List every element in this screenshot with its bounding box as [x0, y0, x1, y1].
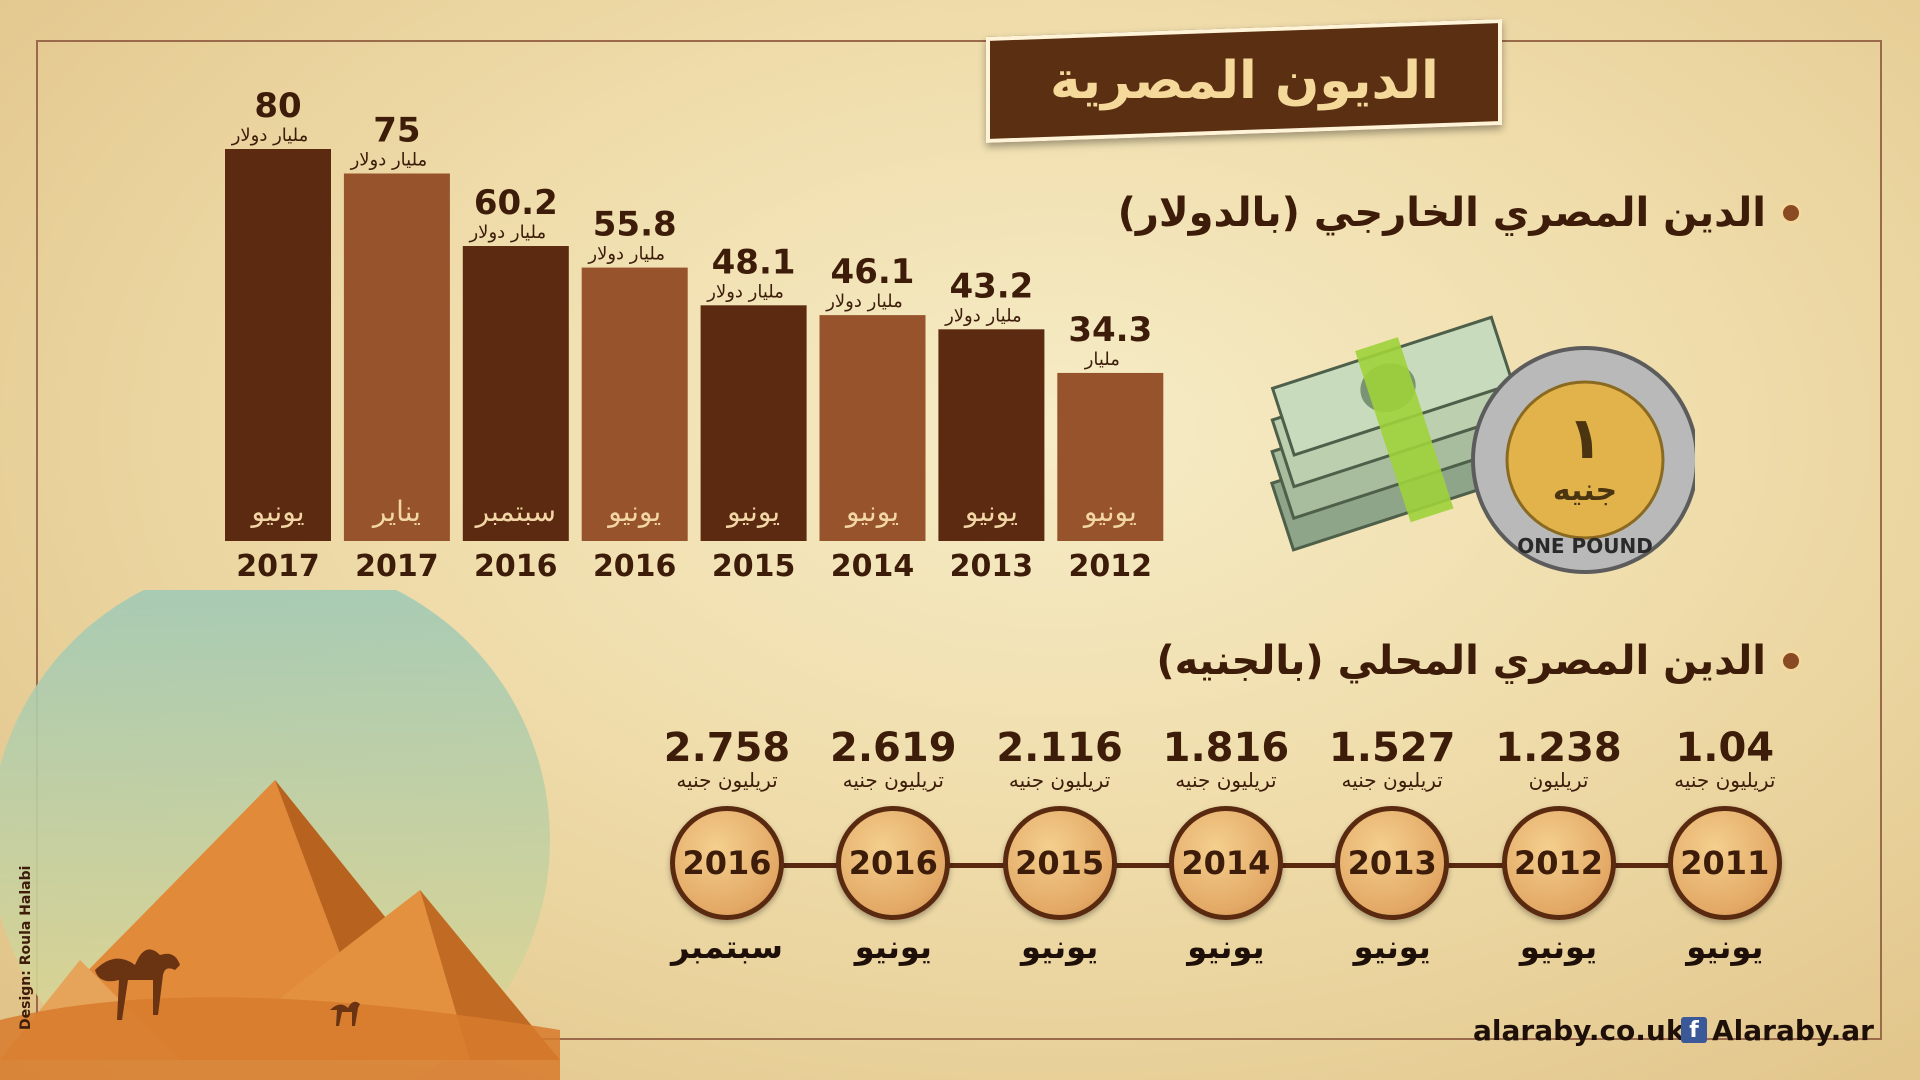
- footer-website[interactable]: alaraby.co.uk: [1473, 1014, 1685, 1047]
- timeline-year: 2016: [682, 844, 772, 882]
- bar-month-label: يونيو: [250, 495, 305, 528]
- timeline-unit: تريليون جنيه: [1341, 768, 1443, 792]
- timeline-unit: تريليون جنيه: [1008, 768, 1111, 792]
- timeline-unit: تريليون: [1528, 768, 1589, 792]
- bar-2: [462, 246, 569, 541]
- timeline-value: 1.527: [1328, 725, 1456, 771]
- bar-year-label: 2016: [474, 549, 558, 584]
- bar-month-label: يونيو: [1082, 495, 1137, 528]
- timeline-year-circle: 2012: [1501, 806, 1616, 920]
- timeline-month: سبتمبر: [670, 928, 783, 966]
- timeline-value: 1.816: [1162, 725, 1290, 771]
- bar-7: [1057, 372, 1164, 541]
- bullet-icon: [1780, 650, 1802, 672]
- timeline-item: 1.04 تريليون جنيه 2011 يونيو: [1635, 728, 1815, 966]
- bar-month-label: يونيو: [844, 495, 899, 528]
- local-debt-heading: الدين المصري المحلي (بالجنيه): [1156, 638, 1802, 684]
- timeline-year-circle: 2014: [1168, 806, 1283, 920]
- bar-unit-label: مليار دولار: [468, 222, 546, 243]
- bar-unit-label: مليار: [1084, 349, 1120, 370]
- bar-year-label: 2012: [1069, 549, 1153, 584]
- timeline-year-circle: 2015: [1002, 806, 1117, 920]
- bar-value-label: 43.2: [949, 266, 1033, 306]
- bar-0: [225, 149, 331, 541]
- bar-year-label: 2017: [236, 549, 320, 584]
- bullet-icon: [1780, 202, 1802, 224]
- timeline-unit: تريليون جنيه: [842, 768, 944, 792]
- timeline-month: يونيو: [1519, 928, 1598, 966]
- timeline-value: 1.238: [1495, 725, 1622, 771]
- bar-year-label: 2013: [950, 549, 1034, 584]
- bar-unit-label: مليار دولار: [231, 125, 309, 146]
- timeline-item: 2.619 تريليون جنيه 2016 يونيو: [803, 728, 983, 966]
- bar-1: [343, 173, 450, 541]
- timeline-year: 2014: [1181, 844, 1271, 882]
- external-debt-heading-text: الدين المصري الخارجي (بالدولار): [1117, 190, 1766, 236]
- timeline-value: 2.619: [830, 725, 957, 771]
- bar-year-label: 2014: [831, 549, 915, 584]
- timeline-item: 2.758 تريليون جنيه 2016 سبتمبر: [637, 728, 817, 966]
- local-debt-heading-text: الدين المصري المحلي (بالجنيه): [1156, 638, 1766, 684]
- timeline-year: 2013: [1347, 844, 1437, 882]
- bar-4: [700, 305, 807, 541]
- timeline-year-circle: 2016: [670, 806, 784, 920]
- coin-text: ONE POUND: [1517, 534, 1653, 558]
- money-coin-illustration: ١ جنيه ONE POUND: [1269, 315, 1695, 574]
- timeline-unit: تريليون جنيه: [1674, 768, 1776, 792]
- bar-value-label: 80: [254, 86, 301, 126]
- bar-month-label: يونيو: [725, 495, 780, 528]
- bar-value-label: 60.2: [474, 183, 558, 223]
- bar-year-label: 2016: [593, 549, 677, 584]
- footer-facebook[interactable]: Alaraby.ar: [1712, 1014, 1874, 1047]
- bar-value-label: 46.1: [831, 252, 915, 292]
- facebook-icon[interactable]: f: [1681, 1017, 1707, 1043]
- timeline-year: 2012: [1513, 844, 1604, 882]
- bar-month-label: يناير: [371, 495, 421, 528]
- timeline-item: 1.816 تريليون جنيه 2014 يونيو: [1136, 728, 1316, 966]
- timeline-year: 2016: [848, 844, 938, 882]
- timeline-month: يونيو: [1353, 928, 1431, 966]
- bar-year-label: 2015: [712, 549, 796, 584]
- timeline-unit: تريليون جنيه: [676, 768, 778, 792]
- timeline-year: 2015: [1015, 844, 1105, 882]
- timeline-item: 1.238 تريليون 2012 يونيو: [1469, 728, 1649, 966]
- bar-unit-label: مليار دولار: [350, 150, 428, 171]
- bar-value-label: 75: [373, 111, 420, 151]
- timeline-unit: تريليون جنيه: [1175, 768, 1277, 792]
- timeline-month: يونيو: [1686, 928, 1764, 966]
- timeline-year-circle: 2011: [1667, 806, 1782, 920]
- bar-unit-label: مليار دولار: [944, 305, 1022, 326]
- timeline-item: 2.116 تريليون جنيه 2015 يونيو: [970, 728, 1150, 966]
- pyramids-illustration: [0, 590, 560, 1080]
- timeline-year-circle: 2016: [836, 806, 951, 920]
- timeline-item: 1.527 تريليون جنيه 2013 يونيو: [1302, 728, 1482, 966]
- timeline-value: 2.116: [996, 725, 1123, 771]
- bar-value-label: 34.3: [1068, 310, 1152, 350]
- bar-month-label: يونيو: [606, 495, 661, 528]
- bar-unit-label: مليار دولار: [825, 291, 903, 312]
- bar-unit-label: مليار دولار: [587, 244, 665, 265]
- bar-5: [819, 315, 926, 541]
- bar-month-label: سبتمبر: [474, 495, 556, 528]
- timeline-value: 1.04: [1675, 725, 1775, 771]
- timeline-month: يونيو: [854, 928, 932, 966]
- bar-value-label: 48.1: [712, 242, 796, 282]
- timeline-year: 2011: [1680, 844, 1770, 882]
- bar-3: [581, 267, 688, 541]
- timeline-month: يونيو: [1187, 928, 1265, 966]
- external-debt-heading: الدين المصري الخارجي (بالدولار): [1118, 190, 1802, 236]
- bar-value-label: 55.8: [593, 205, 677, 245]
- coin-word: جنيه: [1553, 473, 1617, 508]
- bar-month-label: يونيو: [963, 495, 1018, 528]
- bar-unit-label: مليار دولار: [706, 281, 784, 302]
- timeline-year-circle: 2013: [1335, 806, 1450, 920]
- coin-numeral: ١: [1567, 404, 1602, 472]
- bar-6: [938, 329, 1045, 541]
- bar-year-label: 2017: [355, 549, 439, 584]
- timeline-value: 2.758: [663, 725, 791, 771]
- timeline-month: يونيو: [1020, 928, 1099, 966]
